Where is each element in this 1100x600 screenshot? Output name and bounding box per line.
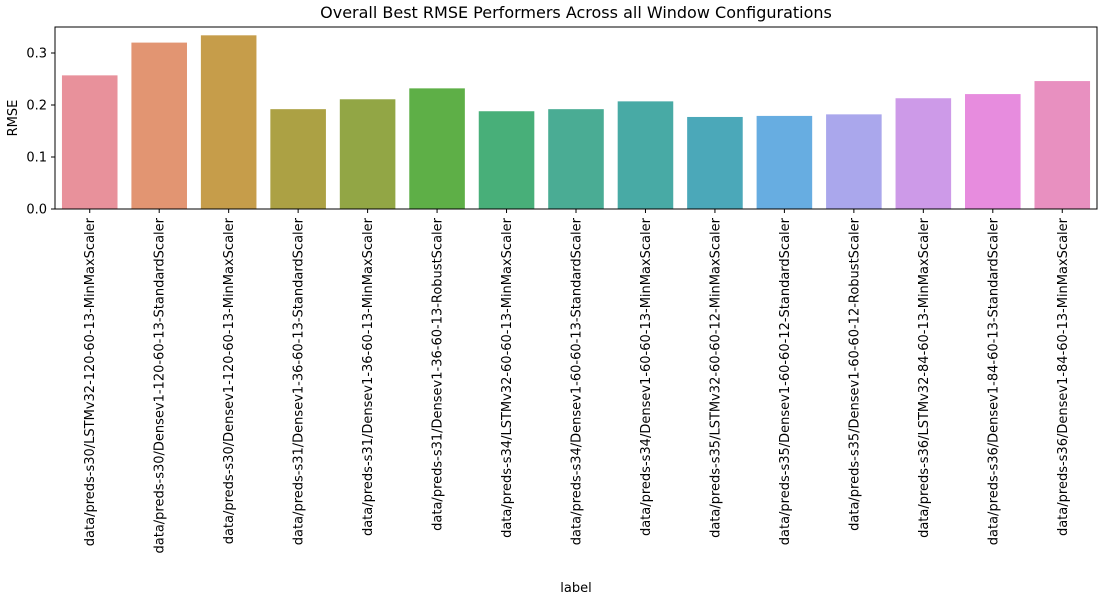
y-tick-label: 0.0 [26,203,47,218]
bar [965,94,1021,209]
bar [131,42,187,209]
x-tick-label: data/preds-s34/Densev1-60-60-13-MinMaxSc… [639,217,654,536]
x-tick-label: data/preds-s35/Densev1-60-60-12-Standard… [778,217,793,545]
x-tick-label: data/preds-s34/LSTMv32-60-60-13-MinMaxSc… [500,217,515,538]
x-tick-label: data/preds-s30/Densev1-120-60-13-Standar… [153,217,168,553]
x-tick-label: data/preds-s31/Densev1-36-60-13-Standard… [292,217,307,545]
x-tick-label: data/preds-s35/Densev1-60-60-12-RobustSc… [847,217,862,530]
bar [687,116,743,209]
x-tick-label: data/preds-s31/Densev1-36-60-13-MinMaxSc… [361,217,376,536]
x-tick-label: data/preds-s36/Densev1-84-60-13-Standard… [986,217,1001,545]
y-tick-label: 0.2 [26,99,47,114]
bar [270,109,326,209]
bar [617,101,674,209]
x-tick-label: data/preds-s35/LSTMv32-60-60-12-MinMaxSc… [708,217,723,538]
y-axis-label: RMSE [6,100,21,137]
bar [1034,81,1091,209]
bar [826,114,882,209]
bar [548,109,604,209]
x-tick-label: data/preds-s34/Densev1-60-60-13-Standard… [570,217,585,545]
bar [895,98,952,209]
bar [200,35,257,209]
bar [409,88,465,209]
x-tick-label: data/preds-s36/Densev1-84-60-13-MinMaxSc… [1056,217,1071,536]
x-tick-label: data/preds-s31/Densev1-36-60-13-RobustSc… [431,217,446,530]
x-tick-label: data/preds-s30/Densev1-120-60-13-MinMaxS… [222,217,237,544]
chart-title: Overall Best RMSE Performers Across all … [320,3,832,22]
bar [756,115,813,209]
x-tick-label: data/preds-s30/LSTMv32-120-60-13-MinMaxS… [83,217,98,546]
bar [478,111,535,209]
bar [339,99,396,209]
bar [61,75,118,209]
y-tick-label: 0.3 [26,47,47,62]
x-tick-label: data/preds-s36/LSTMv32-84-60-13-MinMaxSc… [917,217,932,538]
plot-area: 0.0 0.1 0.2 0.3 data/preds-s30/LSTMv32-120-6… [26,26,1098,554]
y-tick-label: 0.1 [26,151,47,166]
x-axis-label: label [560,581,591,596]
